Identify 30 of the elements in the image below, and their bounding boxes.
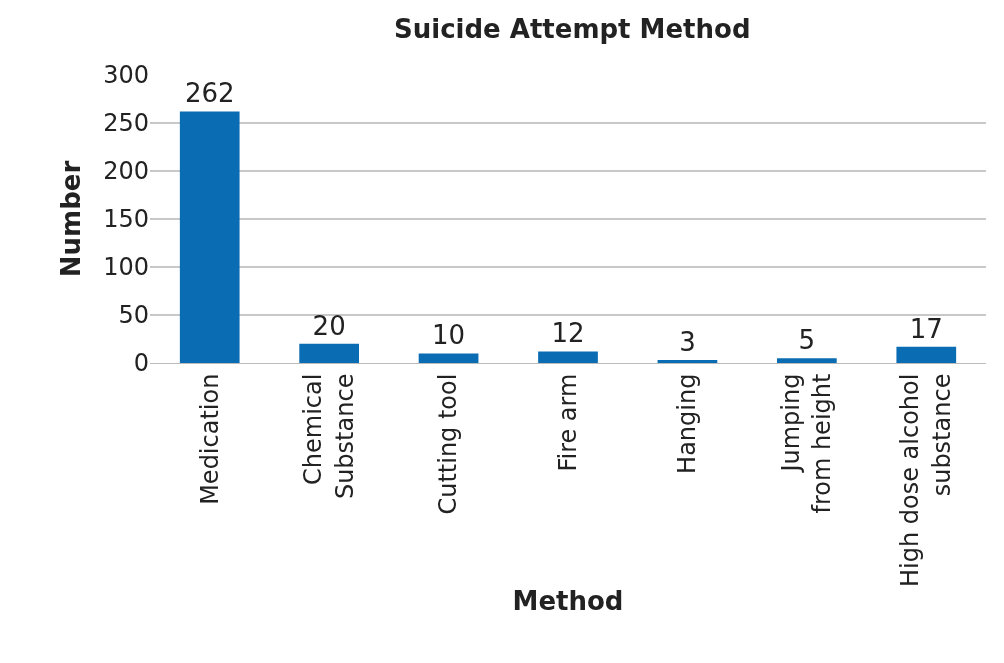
y-tick-label: 50	[118, 301, 149, 330]
bar	[538, 351, 598, 363]
bar	[179, 111, 240, 363]
x-axis-title: Method	[512, 585, 624, 616]
chart-title: Suicide Attempt Method	[394, 14, 751, 45]
x-tick-label: Jumping from height	[777, 373, 837, 514]
data-label: 10	[432, 320, 466, 351]
x-tick-label: Fire arm	[553, 373, 582, 472]
y-tick-label: 150	[103, 205, 149, 234]
x-tick-label: Hanging	[673, 373, 702, 474]
x-tick-label: Cutting tool	[434, 373, 463, 515]
y-axis-title: Number	[55, 160, 86, 278]
data-label: 12	[551, 318, 585, 349]
x-tick-label: Medication	[195, 373, 224, 505]
bar	[299, 343, 359, 363]
x-tick-label: Chemical Substance	[299, 373, 359, 500]
data-label: 3	[679, 327, 696, 358]
y-tick-label: 0	[133, 349, 149, 378]
bar	[777, 358, 837, 363]
y-tick-label: 100	[103, 253, 149, 282]
bar	[418, 353, 479, 363]
y-tick-label: 250	[103, 109, 149, 138]
bar	[657, 360, 718, 363]
data-label: 17	[909, 313, 943, 344]
bar	[896, 346, 957, 363]
y-tick-label: 300	[103, 61, 149, 90]
y-tick-label: 200	[103, 157, 149, 186]
data-label: 5	[798, 325, 816, 356]
data-label: 262	[184, 78, 235, 109]
data-label: 20	[312, 310, 346, 341]
